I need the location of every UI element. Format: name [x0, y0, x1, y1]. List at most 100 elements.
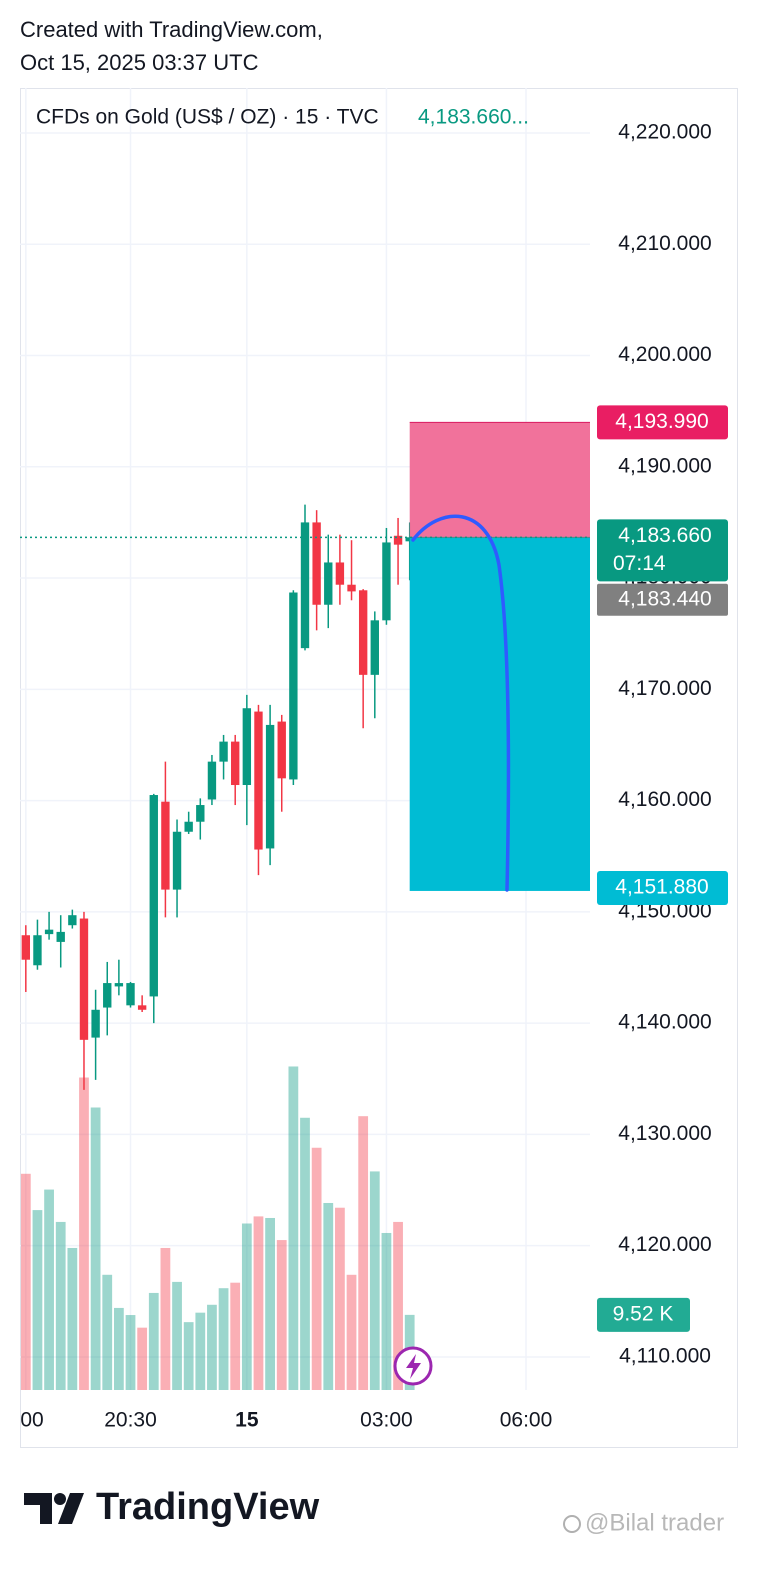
- header-line: Oct 15, 2025 03:37 UTC: [20, 50, 259, 75]
- y-tick-label: 4,170.000: [618, 677, 711, 700]
- candle-body: [358, 590, 368, 675]
- candle-body: [300, 522, 310, 649]
- y-tick-label: 4,110.000: [619, 1344, 711, 1367]
- y-tick-label: 4,140.000: [618, 1011, 711, 1034]
- volume-label: 9.52 K: [613, 1302, 674, 1325]
- volume-bar: [288, 1066, 299, 1390]
- logo-mark: [58, 1493, 84, 1524]
- y-tick-label: 4,220.000: [618, 121, 711, 144]
- candle-body: [103, 983, 112, 1008]
- candle-body: [289, 592, 298, 780]
- candle-body: [277, 721, 286, 779]
- candle-body: [324, 562, 333, 605]
- logo-mark: [54, 1493, 66, 1505]
- candle-body: [79, 918, 89, 1040]
- candle-body: [196, 805, 205, 822]
- candle-body: [335, 562, 345, 585]
- candle-body: [114, 983, 124, 987]
- volume-bar: [393, 1221, 403, 1390]
- icon-bolt: [406, 1354, 421, 1379]
- candle-body: [370, 620, 379, 675]
- volume-bar: [218, 1288, 229, 1390]
- watermark: @Bilal trader: [585, 1509, 724, 1536]
- volume-layer: [20, 1066, 415, 1390]
- volume-bar: [90, 1107, 101, 1390]
- y-tick-label: 4,210.000: [618, 232, 711, 255]
- volume-bar: [369, 1171, 380, 1390]
- logo-text: TradingView: [96, 1486, 320, 1528]
- candle-body: [231, 741, 240, 786]
- price-label-box: [597, 870, 728, 905]
- candle-body: [33, 935, 42, 966]
- volume-bar: [172, 1281, 182, 1390]
- candle-body: [161, 801, 170, 890]
- y-tick-label: 4,160.000: [618, 788, 711, 811]
- price-label-box: [597, 405, 728, 440]
- volume-bar: [183, 1322, 194, 1390]
- y-tick-label: 4,150.000: [618, 899, 711, 922]
- position-layer: [20, 421, 590, 891]
- candle-body: [44, 929, 54, 935]
- watermark-icon: [563, 1515, 581, 1533]
- candle-body: [137, 1005, 147, 1010]
- volume-bar: [265, 1217, 275, 1390]
- candle-body: [207, 761, 217, 800]
- x-tick-label: 06:00: [500, 1409, 553, 1432]
- candle-body: [56, 931, 65, 942]
- volume-bar: [55, 1221, 66, 1390]
- candle-body: [382, 542, 391, 621]
- x-tick-label: 03:00: [360, 1409, 413, 1432]
- y-tick-label: 4,130.000: [618, 1122, 711, 1145]
- volume-bar: [32, 1210, 43, 1390]
- candle-body: [312, 522, 321, 605]
- candle-body: [265, 724, 275, 849]
- volume-bar: [113, 1307, 124, 1390]
- candle-body: [21, 935, 31, 960]
- volume-bar: [195, 1312, 206, 1390]
- volume-bar: [148, 1292, 159, 1390]
- volume-bar: [125, 1315, 136, 1390]
- candle-body: [242, 708, 252, 786]
- volume-bar: [381, 1232, 392, 1390]
- y-tick-label: 4,190.000: [618, 454, 711, 477]
- volume-bar: [137, 1327, 148, 1390]
- target-zone: [409, 537, 590, 891]
- candle-body: [149, 795, 158, 997]
- volume-bar: [67, 1247, 78, 1390]
- y-tick-label: 4,120.000: [618, 1233, 711, 1256]
- logo-mark: [24, 1493, 52, 1524]
- candle-body: [254, 711, 263, 850]
- logo: TradingView: [24, 1486, 320, 1528]
- volume-bar: [79, 1077, 89, 1390]
- volume-bar: [230, 1282, 241, 1390]
- volume-bar: [44, 1189, 54, 1390]
- volume-bar: [160, 1247, 171, 1390]
- candle-body: [91, 1009, 100, 1038]
- candle-body: [172, 831, 182, 890]
- axis-layer: 4,220.000 4,210.000 4,200.000 4,190.000 4,18…: [20, 121, 728, 1432]
- volume-bar: [300, 1117, 310, 1390]
- candle-body: [393, 535, 403, 545]
- replay-icon[interactable]: [393, 1346, 433, 1386]
- candle-body: [126, 983, 135, 1006]
- x-tick-label: 20:30: [104, 1409, 157, 1432]
- volume-bar: [276, 1240, 287, 1390]
- volume-label-box: [597, 1297, 690, 1332]
- y-tick-label: 4,200.000: [618, 343, 711, 366]
- price-label-box: [597, 583, 728, 616]
- header-line: Created with TradingView.com,: [20, 17, 323, 42]
- x-tick-label: 00: [20, 1409, 43, 1432]
- volume-bar: [323, 1202, 334, 1390]
- volume-bar: [20, 1173, 31, 1390]
- volume-bar: [335, 1207, 345, 1390]
- legend-price: 4,183.660...: [418, 106, 529, 129]
- legend-title: CFDs on Gold (US$ / OZ) · 15 · TVC: [36, 106, 379, 129]
- candle-body: [184, 821, 193, 832]
- price-label: 4,193.990: [615, 410, 708, 433]
- volume-bar: [311, 1147, 322, 1390]
- price-label: 4,183.440: [618, 587, 711, 610]
- price-label: 4,183.660: [618, 524, 711, 547]
